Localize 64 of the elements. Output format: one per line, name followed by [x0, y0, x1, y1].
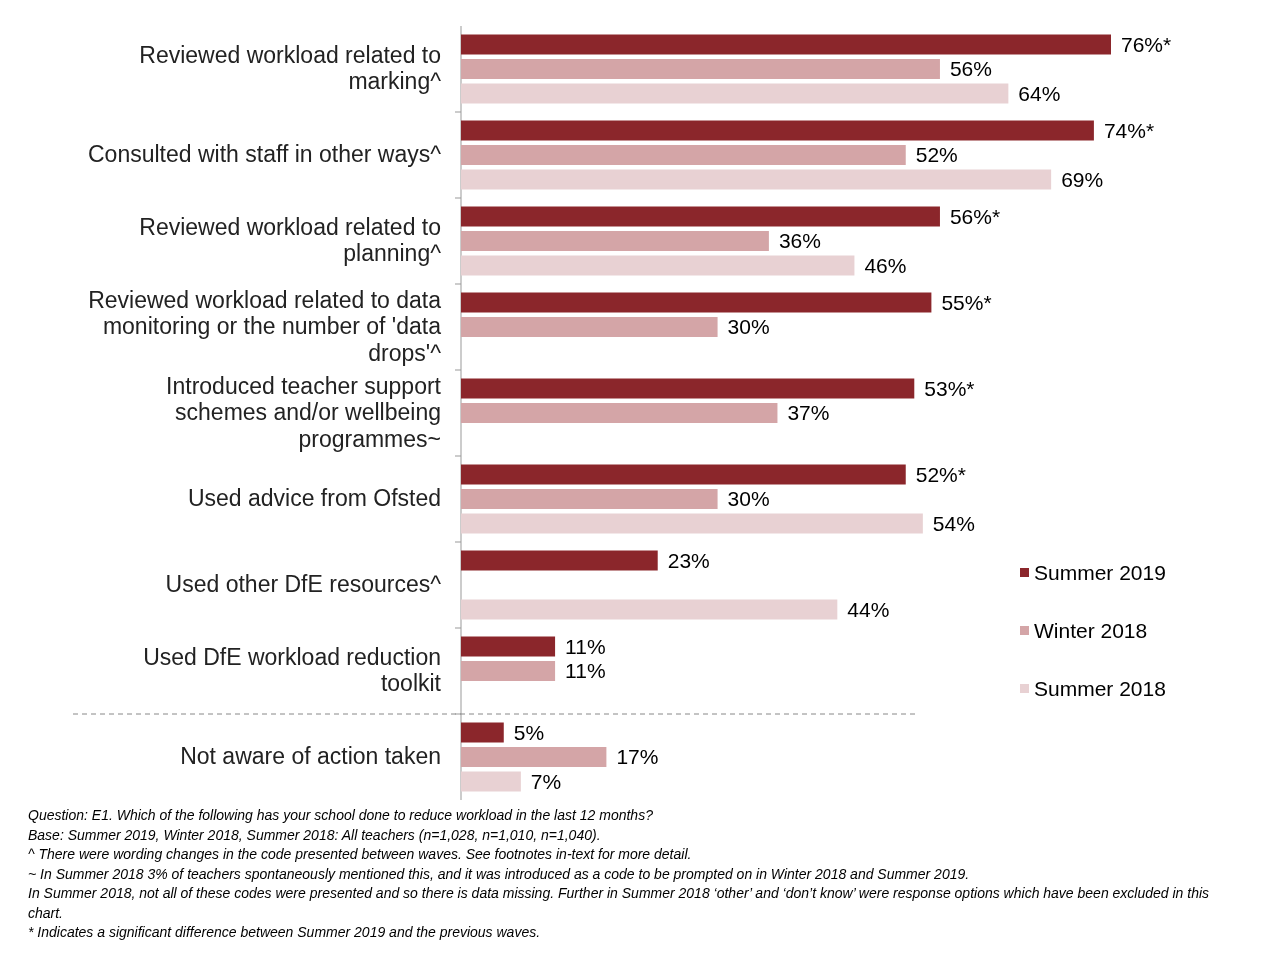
bar — [461, 169, 1052, 190]
data-label: 30% — [727, 487, 770, 510]
bar — [461, 34, 1111, 55]
bar — [461, 378, 915, 399]
bar — [461, 636, 556, 657]
data-label: 56% — [949, 57, 992, 80]
bar — [461, 771, 521, 792]
data-label: 30% — [727, 315, 770, 338]
text: ~ In Summer 2018 3% of teachers spontaneously mentioned this, and it was introduced as a code to be prompted on in Winter 2018 and Summer 2019. — [28, 865, 970, 882]
y-tick-label: Used DfE workload reduction toolkit — [143, 643, 442, 697]
data-label: 36% — [778, 229, 821, 252]
y-tick-label: Not aware of action taken — [180, 743, 441, 769]
data-label: 46% — [864, 253, 907, 277]
bar — [461, 747, 607, 767]
data-label: 69% — [1061, 167, 1104, 191]
text: * Indicates a significant difference between Summer 2019 and the previous waves. — [28, 924, 541, 940]
text: In Summer 2018, not all of these codes were presented and so there is data missing. Further in Summer 2018 ‘other’ and ‘don’t know’ were response options which have been excluded in this chart. — [28, 885, 1210, 921]
legend-label: Winter 2018 — [1034, 619, 1148, 642]
bar — [461, 661, 556, 681]
legend-label: Summer 2018 — [1034, 677, 1166, 700]
bar — [461, 722, 504, 743]
data-label: 11% — [565, 634, 606, 658]
data-label: 37% — [787, 401, 830, 424]
bar — [461, 231, 769, 251]
bar — [461, 513, 923, 534]
data-label: 17% — [616, 745, 659, 768]
y-tick-label: Reviewed workload related to data monitoring or the number of 'data drops'^ — [88, 286, 442, 366]
data-label: 11% — [565, 659, 606, 682]
y-tick-label: Reviewed workload related to planning^ — [139, 213, 442, 267]
data-label: 74%* — [1103, 118, 1155, 142]
bar — [461, 489, 718, 509]
data-label: 52%* — [915, 462, 966, 486]
y-tick-label: Consulted with staff in other ways^ — [88, 141, 442, 167]
data-label: 54% — [932, 511, 975, 535]
text: Question: E1. Which of the following has your school done to reduce workload in the last 12 months? — [28, 807, 654, 823]
bar — [461, 120, 1094, 141]
data-label: 23% — [667, 548, 710, 572]
data-label: 52% — [915, 143, 958, 166]
legend-label: Summer 2019 — [1034, 561, 1166, 584]
data-label: 7% — [530, 769, 562, 793]
bar — [461, 206, 940, 227]
bar — [461, 464, 906, 485]
y-tick-label: Used other DfE resources^ — [165, 571, 442, 597]
data-label: 76%* — [1121, 32, 1172, 56]
bar — [461, 59, 940, 79]
data-label: 56%* — [949, 204, 1001, 228]
text: Base: Summer 2019, Winter 2018, Summer 2018: All teachers (n=1,028, n=1,010, n=1,040). — [28, 826, 601, 843]
y-tick-label: Introduced teacher support schemes and/or wellbeing programmes~ — [166, 372, 442, 452]
data-label: 64% — [1018, 81, 1061, 105]
data-label: 53%* — [924, 376, 975, 400]
y-tick-label: Reviewed workload related to marking^ — [139, 41, 442, 95]
data-label: 55%* — [941, 290, 992, 314]
bar — [461, 255, 855, 276]
bar — [461, 599, 838, 620]
text: ^ There were wording changes in the code presented between waves. See footnotes in-text for more detail. — [28, 846, 692, 862]
bar — [461, 403, 778, 423]
y-tick-label: Used advice from Ofsted — [187, 485, 441, 511]
data-label: 44% — [847, 597, 890, 621]
bar — [461, 550, 658, 571]
bar — [461, 145, 906, 165]
bar — [461, 317, 718, 337]
data-label: 5% — [513, 720, 545, 744]
bar — [461, 292, 932, 313]
bar — [461, 83, 1009, 104]
